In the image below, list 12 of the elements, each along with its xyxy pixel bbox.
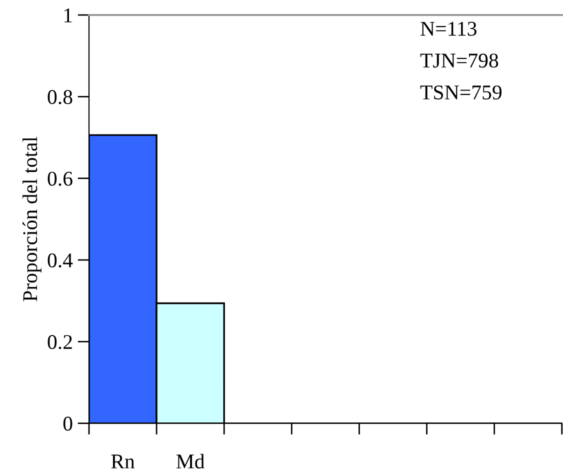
y-tick-label: 0.8 <box>48 90 72 104</box>
y-tick-label: 0.4 <box>48 253 73 268</box>
annotation: N=113 <box>420 22 476 36</box>
y-tick-label: 1 <box>64 8 72 22</box>
y-tick-label: 0 <box>63 416 72 431</box>
y-tick-label: 0.6 <box>48 172 72 186</box>
annotation: TSN=759 <box>420 85 502 100</box>
y-axis-title: Proporción del total <box>22 136 42 302</box>
x-tick-label: Rn <box>111 454 135 468</box>
x-tick-label: Md <box>176 454 205 469</box>
y-tick-label: 0.2 <box>48 335 72 350</box>
annotation: TJN=798 <box>420 54 498 68</box>
